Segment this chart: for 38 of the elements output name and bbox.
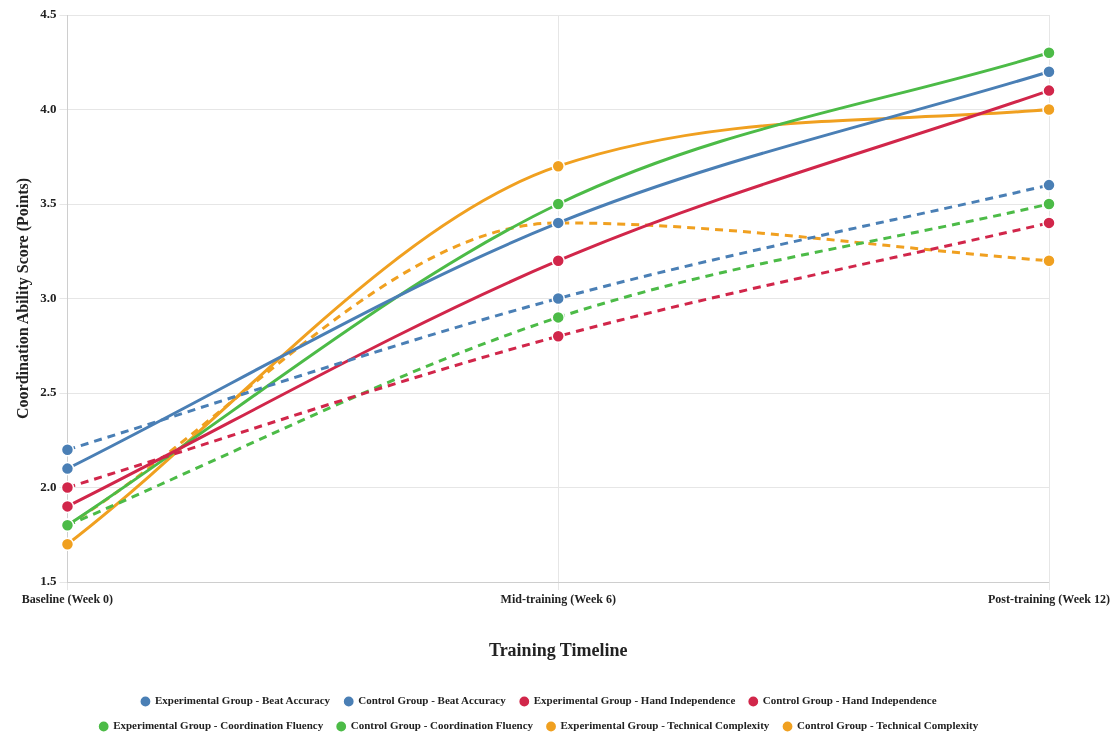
x-tick-label: Post-training (Week 12) [988,592,1111,607]
y-tick-label: 3.0 [40,289,57,305]
point [551,159,565,173]
point [1042,253,1056,268]
legend-label: Experimental Group - Coordination Fluency [113,719,324,732]
point [1042,216,1056,230]
y-tick-label: 4.5 [40,6,57,22]
y-tick-label: 4.0 [40,100,57,116]
legend-label: Control Group - Beat Accuracy [358,694,507,707]
y-tick-label: 1.5 [40,573,57,589]
x-tick-label: Mid-training (Week 6) [500,592,616,607]
legend-label: Experimental Group - Technical Complexity [560,719,770,732]
legend-label: Control Group - Hand Independence [762,694,937,707]
point [1042,102,1056,117]
legend-label: Experimental Group - Hand Independence [533,694,736,707]
point [551,197,565,211]
point [551,310,565,325]
point [551,291,565,306]
x-tick-label: Baseline (Week 0) [21,592,114,607]
y-tick-label: 3.5 [40,195,57,211]
point [60,499,75,514]
point [551,253,565,268]
point [1042,64,1056,79]
point [551,329,565,344]
point [60,461,75,476]
y-tick-label: 2.5 [40,384,57,400]
legend-label: Experimental Group - Beat Accuracy [154,694,331,707]
point [1042,83,1056,98]
legend-label: Control Group - Coordination Fluency [350,719,534,732]
x-axis-title: Training Timeline [488,639,628,660]
y-axis-title: Coordination Ability Score (Points) [13,177,32,420]
legend-label: Control Group - Technical Complexity [797,719,979,732]
point [60,442,75,457]
point [60,537,75,551]
point [1042,197,1056,211]
point [1042,46,1056,60]
point [1042,178,1056,192]
y-tick-label: 2.0 [40,478,57,494]
